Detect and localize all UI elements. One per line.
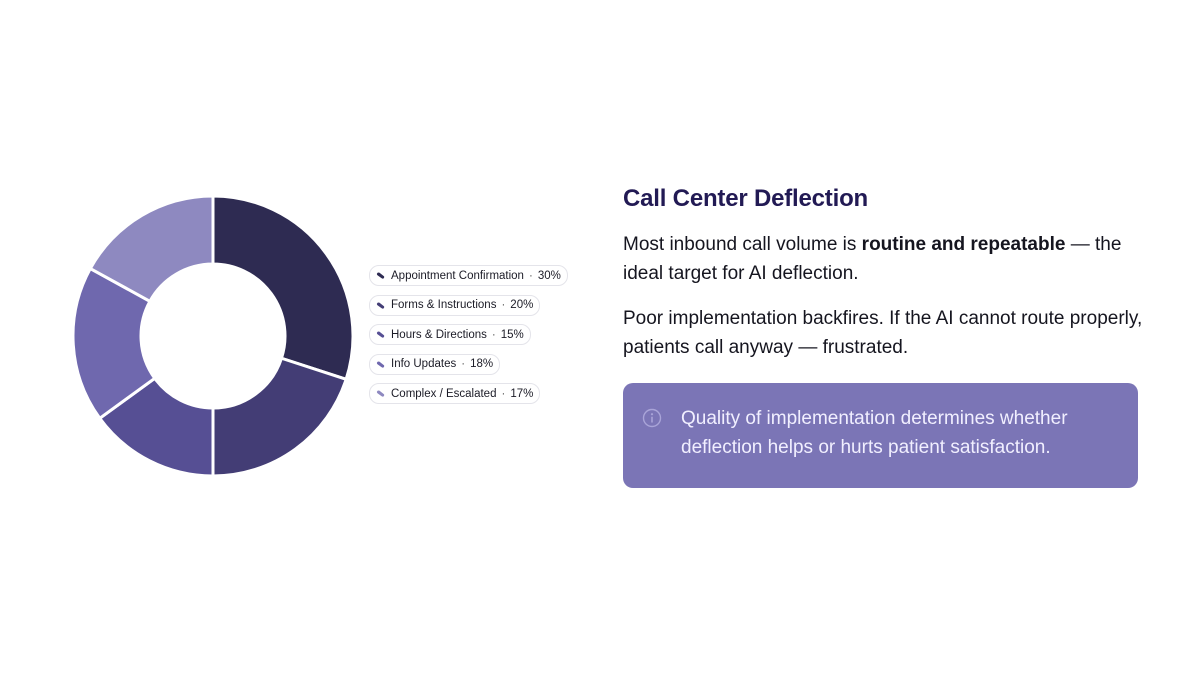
legend-separator: · [528,269,533,282]
legend-separator: · [461,358,466,370]
legend-value: 17% [510,387,534,400]
legend-label: Appointment Confirmation [391,269,524,282]
legend-label: Complex / Escalated [391,387,497,400]
intro-text-start: Most inbound call volume is [623,234,862,255]
legend-item: Hours & Directions · 15% [369,324,531,345]
callout-text: Quality of implementation determines whe… [681,408,1068,458]
legend-value: 20% [510,299,534,311]
info-icon [642,408,662,428]
donut-slice-4 [71,267,157,420]
legend-value: 15% [500,328,524,341]
legend-value: 18% [470,358,494,370]
legend-item: Forms & Instructions · 20% [369,294,541,316]
donut-chart [71,194,355,478]
legend-separator: · [501,387,506,400]
legend-label: Info Updates [391,358,457,370]
donut-slice-1 [211,194,355,381]
legend-label: Forms & Instructions [391,299,497,311]
content-panel: Call Center Deflection Most inbound call… [623,180,1143,362]
legend-swatch-icon [376,390,385,397]
intro-emphasis: routine and repeatable [861,234,1066,255]
legend-value: 30% [537,269,561,282]
legend-separator: · [501,299,506,311]
legend-item: Info Updates · 18% [369,353,501,375]
donut-slice-5 [88,194,215,303]
legend-swatch-icon [376,331,385,338]
legend-separator: · [491,328,496,341]
callout-box: Quality of implementation determines whe… [623,383,1138,488]
donut-slice-2 [211,356,348,478]
legend-item: Complex / Escalated · 17% [369,383,541,404]
intro-text-end: — the ideal target for AI deflection. [623,234,1122,284]
legend-swatch-icon [376,272,385,279]
intro-paragraph: Most inbound call volume is routine and … [623,230,1143,288]
legend-swatch-icon [376,302,385,309]
legend-swatch-icon [376,361,385,368]
warning-paragraph: Poor implementation backfires. If the AI… [623,308,1143,358]
legend-item: Appointment Confirmation · 30% [369,265,568,286]
legend-label: Hours & Directions [391,328,487,341]
chart-legend: Appointment Confirmation · 30% Forms & Inst… [369,265,568,413]
page-title: Call Center Deflection [623,185,868,212]
